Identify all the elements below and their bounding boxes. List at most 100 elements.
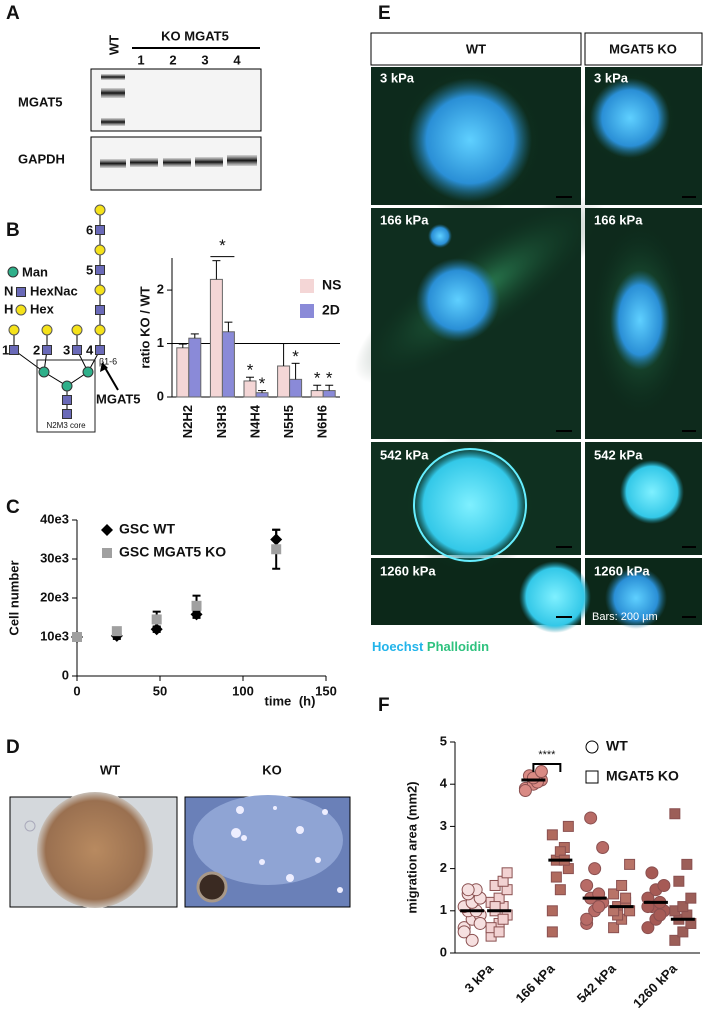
stiffness-label: 1260 kPa [594,563,650,578]
point [681,858,693,870]
hexnac-symbols [9,225,105,419]
stiffness-label: 542 kPa [380,447,429,462]
point [616,879,628,891]
legend-label: GSC WT [119,521,175,537]
legend-label: GSC MGAT5 KO [119,544,226,560]
point [465,933,479,947]
image-title: KO [262,762,282,777]
legend-marker [585,770,599,784]
point [641,921,655,935]
stain: Hoechst [372,639,424,654]
legend-label: MGAT5 KO [606,768,679,784]
y-axis-label: Cell number [6,560,21,635]
column-header [584,32,703,66]
y-tick-label: 2 [440,860,447,875]
y-tick-label: 20e3 [40,589,69,604]
legend-label: WT [606,738,628,754]
bar [221,331,235,398]
y-tick-label: 40e3 [40,511,69,526]
point [150,623,163,636]
point [669,808,681,820]
position: 3 [63,342,70,357]
point [473,916,487,930]
point [191,600,202,611]
position: 4 [86,342,94,357]
glycan-legend: H [4,301,13,316]
y-tick-label: 4 [440,776,448,791]
bar [322,390,336,398]
panel-letter: D [6,737,20,758]
bar [289,378,303,398]
point [554,884,566,896]
glycan-legend: N [4,283,13,298]
column-label: WT [466,41,486,56]
point [608,922,620,934]
point [592,900,606,914]
stiffness-label: 166 kPa [380,212,429,227]
man-symbols [38,366,94,392]
position: 2 [33,342,40,357]
y-tick-label: 2 [157,282,164,297]
image-title: WT [100,762,120,777]
image-glow [193,795,343,885]
spheroid [196,871,228,903]
arrow-head [100,362,108,372]
x-tick-label: N5H5 [281,405,296,438]
x-tick-label: N6H6 [315,405,330,438]
cell-clusters [231,806,343,893]
point [685,892,697,904]
panel-letter: F [378,695,390,716]
blot-header: KO MGAT5 [161,28,229,43]
core-label: N2M3 core [46,421,86,430]
point [493,926,505,938]
y-tick-label: 1 [440,902,447,917]
y-axis-label: ratio KO / WT [137,286,152,368]
legend-marker [102,548,112,558]
hex-symbols [8,204,106,336]
stiffness-label: 166 kPa [594,212,643,227]
panel-letter: E [378,3,391,24]
point [546,829,558,841]
glycan-legend: Man [22,264,48,279]
x-tick-label: 1260 kPa [630,960,681,1011]
legend-label: NS [322,277,341,293]
bar [255,392,269,398]
y-tick-label: 30e3 [40,550,69,565]
stiffness-label: 1260 kPa [380,563,436,578]
x-tick-label: 542 kPa [574,960,619,1005]
lane-label: 2 [169,52,176,67]
point [501,867,513,879]
x-tick-label: 50 [153,683,167,698]
x-tick-label: 0 [73,683,80,698]
legend-marker [585,740,599,754]
panel-letter: B [6,220,20,241]
legend-marker [16,287,26,297]
arrow [103,365,119,391]
core-box [36,359,96,433]
significance: * [247,361,254,380]
y-axis-label: migration area (mm2) [404,781,419,913]
point [461,883,475,897]
glycan-legend: Hex [30,301,55,316]
blot-band [130,158,158,167]
y-tick-label: 10e3 [40,628,69,643]
y-tick-label: 3 [440,818,447,833]
point [624,858,636,870]
point [534,765,548,779]
point [669,934,681,946]
x-tick-label: 100 [232,683,254,698]
y-tick-label: 5 [440,733,447,748]
blot-band [101,118,125,126]
point [151,614,162,625]
stain: Phalloidin [427,639,489,654]
column-label: MGAT5 KO [609,41,677,56]
scale-note: Bars: 200 µm [592,611,658,623]
stiffness-label: 542 kPa [594,447,643,462]
significance: * [259,374,266,393]
legend-marker [101,524,113,536]
row-label: GAPDH [18,151,65,166]
y-tick-label: 0 [440,944,447,959]
point [620,892,632,904]
panel-letter: C [6,497,20,518]
